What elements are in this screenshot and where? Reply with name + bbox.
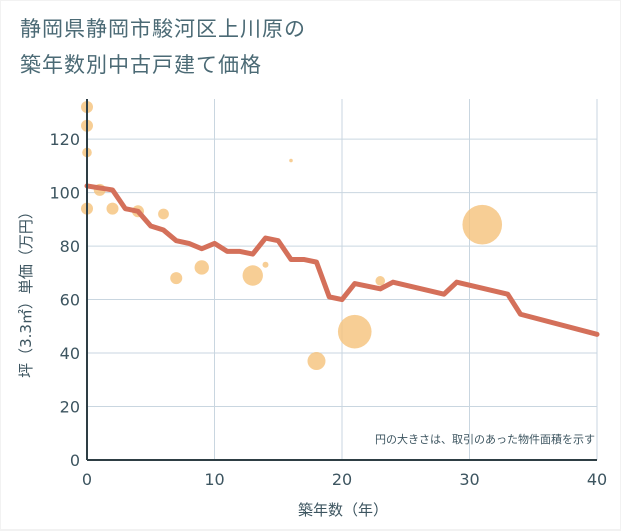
y-tick-label: 20 — [60, 398, 80, 417]
price-trend-line — [84, 183, 600, 337]
x-tick-label: 20 — [332, 470, 352, 489]
y-axis-title: 坪（3.3㎡）単価（万円） — [17, 204, 35, 378]
bubble-point — [106, 202, 119, 215]
bubble-point — [289, 158, 293, 163]
x-tick-label: 0 — [82, 470, 92, 489]
line-layer — [84, 183, 600, 337]
bubble-point — [262, 261, 269, 268]
bubble-point — [194, 260, 209, 275]
bubble-point — [242, 265, 263, 286]
grid-layer — [87, 99, 598, 460]
y-tick-label: 0 — [70, 451, 80, 470]
chart-title-line-1: 静岡県静岡市駿河区上川原の — [20, 17, 306, 41]
size-note: 円の大きさは、取引のあった物件面積を示す — [375, 432, 595, 446]
axis-layer — [86, 99, 597, 461]
tick-layer: 0 20 40 60 80 100 120 0 10 20 30 40 — [49, 130, 607, 489]
x-axis-title: 築年数（年） — [298, 501, 388, 519]
chart-title-line-2: 築年数別中古戸建て価格 — [20, 53, 262, 77]
bubble-layer — [81, 101, 503, 371]
bubble-point — [170, 272, 183, 285]
bubble-point — [158, 208, 169, 220]
y-tick-label: 120 — [49, 130, 80, 149]
y-tick-label: 40 — [60, 344, 80, 363]
y-tick-label: 60 — [60, 291, 80, 310]
bubble-point — [307, 352, 326, 371]
x-tick-label: 10 — [204, 470, 224, 489]
y-tick-label: 100 — [49, 184, 80, 203]
x-tick-label: 40 — [587, 470, 607, 489]
chart-title: 静岡県静岡市駿河区上川原の 築年数別中古戸建て価格 — [20, 11, 306, 83]
bubble-point — [375, 276, 386, 286]
bubble-point — [462, 204, 503, 245]
y-tick-label: 80 — [60, 237, 80, 256]
bubble-point — [337, 314, 372, 349]
x-tick-label: 30 — [459, 470, 479, 489]
